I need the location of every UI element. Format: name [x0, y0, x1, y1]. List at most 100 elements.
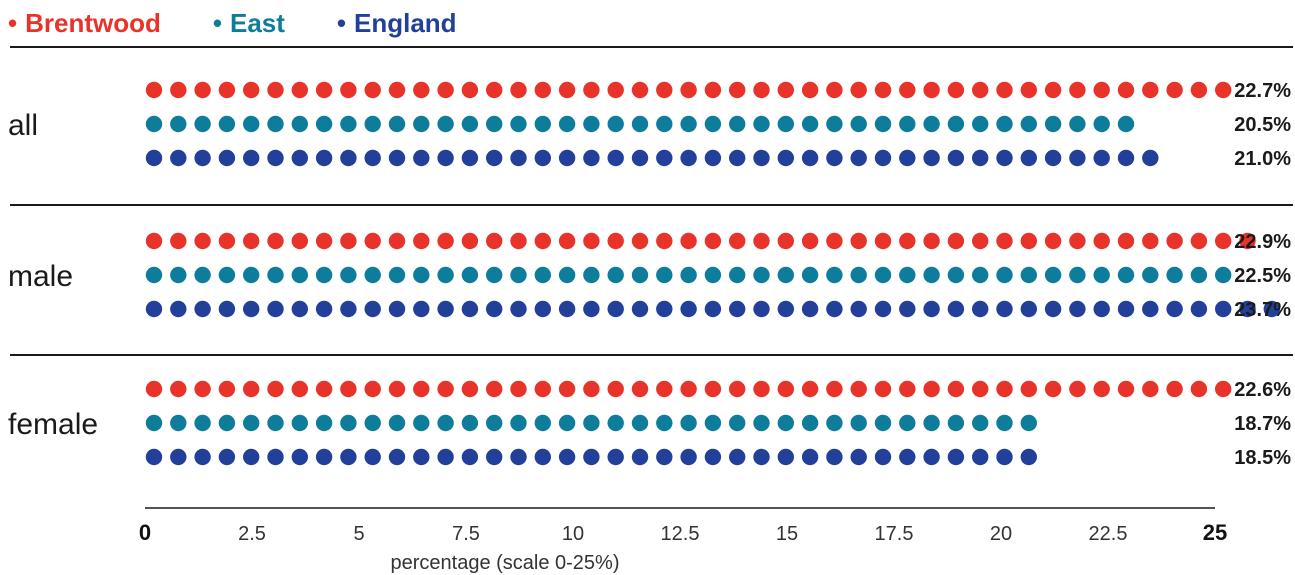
dot-england-all	[996, 149, 1013, 167]
dot-england-male	[777, 300, 794, 318]
dot-brentwood-female	[340, 380, 357, 398]
dot-brentwood-female	[218, 380, 236, 398]
x-tick-label: 20	[990, 523, 1012, 545]
dot-brentwood-female	[777, 380, 794, 398]
value-label-england-female: 18.5%	[1234, 447, 1291, 469]
dot-east-male	[1166, 266, 1183, 284]
dot-brentwood-male	[534, 232, 551, 250]
dot-east-all	[729, 115, 746, 133]
dot-east-all	[1020, 115, 1037, 133]
dot-england-male	[583, 300, 600, 318]
dot-england-female	[607, 448, 624, 466]
dot-east-all	[194, 115, 211, 133]
dot-brentwood-all	[340, 81, 357, 99]
dot-england-all	[826, 149, 843, 167]
dot-england-all	[899, 149, 916, 167]
dot-england-female	[753, 448, 770, 466]
dot-east-female	[777, 414, 794, 432]
dot-brentwood-all	[704, 81, 722, 99]
x-tick-label: 5	[353, 523, 364, 545]
dot-east-female	[461, 414, 479, 432]
dot-east-male	[826, 266, 843, 284]
group-label: all	[8, 109, 38, 142]
legend-dot-icon: •	[336, 7, 347, 38]
dot-brentwood-male	[972, 232, 989, 250]
dot-brentwood-all	[801, 81, 819, 99]
dot-east-female	[534, 414, 551, 432]
dot-brentwood-female	[923, 380, 940, 398]
dot-brentwood-all	[850, 81, 867, 99]
dot-brentwood-all	[874, 81, 892, 99]
dot-east-female	[267, 414, 284, 432]
dot-england-female	[874, 448, 892, 466]
dot-brentwood-male	[510, 232, 527, 250]
dot-east-male	[777, 266, 794, 284]
dot-england-all	[170, 149, 187, 167]
dot-england-female	[437, 448, 454, 466]
dot-brentwood-female	[899, 380, 916, 398]
dot-east-male	[899, 266, 916, 284]
x-tick-label: 12.5	[661, 523, 700, 545]
dot-brentwood-male	[923, 232, 940, 250]
dot-england-female	[583, 448, 600, 466]
group-female: female 22.6% 18.7% 18.5%	[8, 379, 1291, 469]
dot-brentwood-all	[1044, 81, 1062, 99]
group-label: female	[8, 408, 98, 441]
dot-england-male	[558, 300, 576, 318]
group-all: all 22.7% 20.5% 21.0%	[8, 80, 1291, 170]
dot-brentwood-female	[1069, 380, 1086, 398]
dot-england-male	[874, 300, 892, 318]
dot-brentwood-male	[801, 232, 819, 250]
dot-brentwood-male	[1020, 232, 1037, 250]
dot-brentwood-all	[413, 81, 430, 99]
dot-england-female	[364, 448, 381, 466]
dot-east-male	[534, 266, 551, 284]
dot-east-male	[437, 266, 454, 284]
dot-brentwood-all	[777, 81, 794, 99]
dot-east-male	[267, 266, 284, 284]
dot-brentwood-all	[145, 81, 163, 99]
dot-east-female	[291, 414, 308, 432]
dot-east-female	[315, 414, 333, 432]
dot-england-female	[729, 448, 746, 466]
dot-east-male	[1093, 266, 1110, 284]
dot-england-male	[1117, 300, 1135, 318]
dot-england-all	[486, 149, 503, 167]
dot-brentwood-male	[947, 232, 965, 250]
dot-brentwood-all	[388, 81, 406, 99]
dot-england-all	[583, 149, 600, 167]
dot-east-all	[583, 115, 600, 133]
dot-east-male	[340, 266, 357, 284]
dot-east-female	[874, 414, 892, 432]
x-tick-label: 0	[139, 520, 151, 545]
dot-england-male	[291, 300, 308, 318]
dot-brentwood-all	[972, 81, 989, 99]
dot-brentwood-male	[461, 232, 479, 250]
dot-england-male	[801, 300, 819, 318]
dot-england-male	[145, 300, 163, 318]
dot-england-all	[923, 149, 940, 167]
dot-england-male	[364, 300, 381, 318]
dot-england-female	[170, 448, 187, 466]
dot-east-male	[850, 266, 867, 284]
dot-england-all	[1093, 149, 1110, 167]
dot-brentwood-all	[194, 81, 211, 99]
dot-east-all	[996, 115, 1013, 133]
dot-brentwood-male	[486, 232, 503, 250]
dot-england-all	[1142, 149, 1159, 167]
dot-east-female	[340, 414, 357, 432]
legend-label: Brentwood	[25, 7, 161, 38]
legend-item-east: • East	[213, 8, 285, 39]
dot-brentwood-male	[631, 232, 649, 250]
dot-england-all	[194, 149, 211, 167]
dot-east-male	[413, 266, 430, 284]
dot-brentwood-male	[413, 232, 430, 250]
dot-brentwood-all	[583, 81, 600, 99]
dot-brentwood-all	[1190, 81, 1208, 99]
dot-england-all	[315, 149, 333, 167]
dot-england-all	[631, 149, 649, 167]
dot-england-female	[243, 448, 260, 466]
dot-east-all	[558, 115, 576, 133]
dot-east-male	[1044, 266, 1062, 284]
